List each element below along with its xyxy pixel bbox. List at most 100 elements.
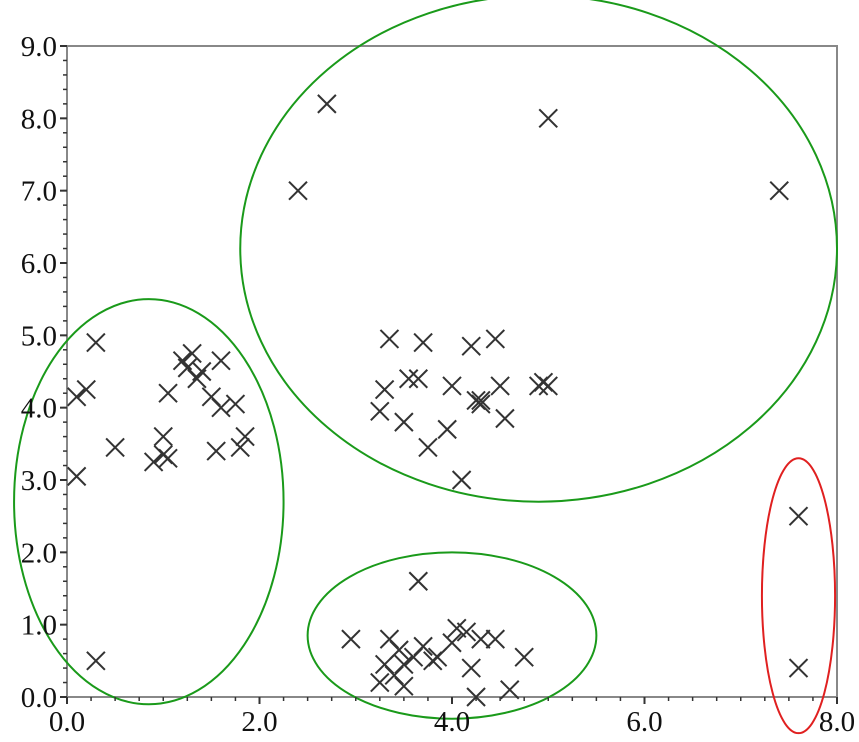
y-tick-label: 2.0 [21, 537, 57, 569]
marker-stroke [451, 470, 472, 490]
data-point [514, 647, 534, 667]
x-tick-label: 8.0 [819, 706, 855, 738]
data-point [394, 654, 414, 675]
marker-stroke [211, 350, 231, 371]
marker-stroke [413, 332, 433, 353]
marker-stroke [538, 108, 558, 129]
marker-stroke [206, 441, 226, 461]
marker-stroke [341, 629, 361, 649]
marker-stroke [788, 506, 809, 526]
data-point [471, 390, 491, 411]
marker-stroke [471, 394, 491, 414]
cluster-ellipse [13, 298, 285, 706]
data-point [66, 466, 87, 487]
data-point [370, 672, 390, 693]
marker-stroke [485, 629, 506, 649]
marker-stroke [66, 387, 87, 407]
marker-stroke [172, 350, 193, 371]
x-axis: 0.0 2.0 4.0 6.0 8.0 [49, 697, 855, 738]
y-tick-label: 5.0 [21, 320, 57, 352]
y-tick-label: 1.0 [21, 610, 57, 642]
data-point [370, 401, 390, 421]
marker-stroke [379, 329, 400, 349]
marker-stroke [379, 629, 400, 649]
data-point [769, 180, 789, 201]
marker-stroke [461, 336, 481, 356]
marker-stroke [471, 390, 491, 411]
data-point [182, 343, 202, 364]
data-point [211, 397, 231, 418]
marker-stroke [500, 680, 520, 700]
marker-stroke [76, 379, 96, 400]
marker-stroke [153, 426, 173, 447]
data-point [471, 394, 491, 414]
marker-stroke [158, 383, 178, 403]
marker-stroke [370, 401, 390, 421]
marker-stroke [211, 397, 231, 418]
x-tick-label: 2.0 [241, 706, 277, 738]
data-point [442, 376, 462, 396]
marker-stroke [418, 437, 438, 458]
marker-stroke [461, 658, 481, 678]
marker-stroke [394, 654, 414, 675]
marker-stroke [66, 466, 87, 487]
data-point [437, 419, 457, 440]
data-point [418, 437, 438, 458]
data-point [398, 369, 419, 389]
marker-stroke [442, 633, 462, 653]
marker-stroke [143, 452, 164, 472]
data-point [86, 332, 106, 353]
marker-stroke [408, 571, 429, 591]
data-point [389, 640, 409, 660]
data-point [456, 622, 477, 642]
x-tick-label: 6.0 [626, 706, 662, 738]
data-points [66, 94, 809, 707]
cluster-ellipse [239, 0, 838, 503]
data-point [500, 680, 520, 700]
marker-stroke [370, 672, 390, 693]
data-point [230, 437, 250, 458]
marker-stroke [408, 369, 429, 389]
data-point [394, 412, 414, 432]
marker-stroke [288, 180, 308, 201]
data-point [105, 437, 125, 458]
marker-stroke [413, 636, 433, 657]
marker-stroke [394, 412, 414, 432]
marker-stroke [389, 640, 409, 660]
marker-stroke [182, 343, 202, 364]
marker-stroke [788, 658, 809, 678]
marker-stroke [769, 180, 789, 201]
y-tick-label: 3.0 [21, 465, 57, 497]
data-point [538, 108, 558, 129]
data-point [206, 441, 226, 461]
marker-stroke [230, 437, 250, 458]
data-point [408, 571, 429, 591]
marker-stroke [490, 376, 510, 396]
data-point [288, 180, 308, 201]
marker-stroke [317, 94, 337, 114]
data-point [158, 383, 178, 403]
data-point [379, 329, 400, 349]
data-point [495, 408, 515, 429]
marker-stroke [86, 332, 106, 353]
x-tick-label: 4.0 [434, 706, 470, 738]
data-point [788, 658, 809, 678]
data-point [788, 506, 809, 526]
marker-stroke [201, 387, 222, 407]
cluster-ellipse [306, 551, 598, 720]
data-point [413, 636, 433, 657]
data-point [394, 676, 414, 696]
marker-stroke [394, 676, 414, 696]
marker-stroke [158, 448, 178, 469]
data-point [461, 658, 481, 678]
marker-stroke [471, 629, 491, 649]
marker-stroke [235, 426, 255, 447]
marker-stroke [514, 647, 534, 667]
marker-stroke [442, 376, 462, 396]
marker-stroke [398, 369, 419, 389]
y-tick-label: 0.0 [21, 682, 57, 714]
data-point [317, 94, 337, 114]
outlier-cluster-ellipse [760, 457, 837, 735]
data-point [442, 633, 462, 653]
